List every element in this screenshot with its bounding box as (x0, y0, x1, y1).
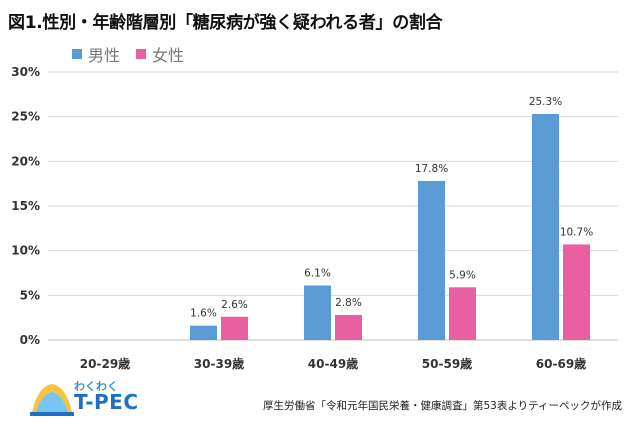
legend-label-male: 男性 (88, 46, 121, 65)
logo-mark-icon (30, 384, 74, 416)
y-tick-label: 15% (11, 199, 40, 213)
bar-female (449, 287, 476, 340)
legend-swatch-male (72, 49, 82, 59)
data-label: 1.6% (190, 308, 217, 320)
legend-label-female: 女性 (152, 46, 185, 65)
y-tick-label: 20% (11, 154, 40, 168)
data-label: 25.3% (529, 96, 562, 108)
data-label: 17.8% (415, 163, 448, 175)
x-tick-label: 30-39歳 (194, 356, 244, 371)
x-tick-label: 60-69歳 (536, 356, 586, 371)
legend: 男性 女性 (72, 42, 184, 66)
y-tick-label: 10% (11, 244, 40, 258)
data-label: 5.9% (449, 269, 476, 281)
bar-female (563, 244, 590, 340)
y-tick-label: 5% (20, 288, 40, 302)
source-note: 厚生労働省「令和元年国民栄養・健康調査」第53表よりティーペックが作成 (262, 400, 622, 412)
chart-title: 図1.性別・年齢階層別「糖尿病が強く疑われる者」の割合 (8, 13, 443, 33)
logo-top-text: わくわく (74, 380, 118, 393)
x-tick-label: 40-49歳 (308, 356, 358, 371)
bar-male (190, 325, 217, 340)
bar-male (418, 180, 445, 340)
y-tick-label: 25% (11, 110, 40, 124)
x-tick-label: 50-59歳 (422, 356, 472, 371)
bar-male (304, 285, 331, 340)
tpec-logo: わくわく T-PEC (30, 378, 140, 418)
bar-female (335, 314, 362, 340)
logo-main-text: T-PEC (74, 390, 139, 414)
y-tick-label: 0% (20, 333, 40, 347)
data-label: 2.6% (221, 299, 248, 311)
bar-female (221, 316, 248, 340)
data-label: 6.1% (304, 268, 331, 280)
legend-swatch-female (136, 49, 147, 59)
legend-item-female: 女性 (136, 42, 184, 66)
legend-item-male: 男性 (72, 42, 120, 66)
x-tick-label: 20-29歳 (80, 356, 130, 371)
data-label: 2.8% (335, 297, 362, 309)
y-tick-label: 30% (11, 65, 40, 79)
bar-male (532, 113, 559, 340)
data-label: 10.7% (560, 226, 593, 238)
